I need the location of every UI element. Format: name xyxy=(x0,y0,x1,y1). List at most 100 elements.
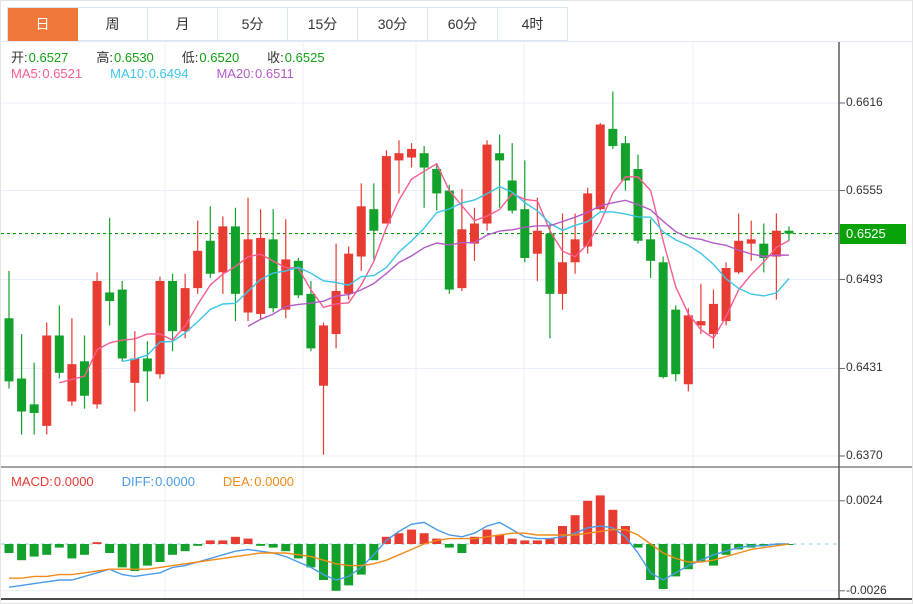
candle xyxy=(583,193,593,247)
candle xyxy=(608,128,618,147)
candle xyxy=(369,209,379,231)
candlestick-series[interactable] xyxy=(4,91,794,455)
legend-item: 收:0.6525 xyxy=(267,50,325,65)
tab-周[interactable]: 周 xyxy=(78,8,148,41)
macd-bar xyxy=(155,544,165,562)
ma20-line xyxy=(247,199,790,328)
candle xyxy=(595,124,605,210)
legend-item: MA5:0.6521 xyxy=(11,66,83,81)
legend-item: MA10:0.6494 xyxy=(110,66,189,81)
candle xyxy=(4,318,14,382)
macd-bar xyxy=(42,544,52,555)
tab-60分[interactable]: 60分 xyxy=(428,8,498,41)
macd-bar xyxy=(696,544,706,562)
macd-legend: MACD:0.0000 DIFF:0.0000 DEA:0.0000 xyxy=(11,474,322,489)
candle xyxy=(444,190,454,290)
current-price-badge: 0.6525 xyxy=(840,223,906,244)
macd-bar xyxy=(230,536,240,544)
macd-bar xyxy=(369,544,379,561)
macd-bar xyxy=(268,544,278,548)
legend-item: 低:0.6520 xyxy=(181,50,240,65)
tab-5分[interactable]: 5分 xyxy=(218,8,288,41)
tab-30分[interactable]: 30分 xyxy=(358,8,428,41)
candle xyxy=(708,303,718,335)
price-axis-label: 0.6370 xyxy=(846,448,883,462)
legend-item: 高:0.6530 xyxy=(96,50,154,65)
candle xyxy=(230,226,240,294)
macd-bar xyxy=(608,509,618,544)
candle xyxy=(67,364,77,402)
candle xyxy=(520,209,530,258)
macd-axis-label: 0.0024 xyxy=(846,492,883,507)
ma-legend: MA5:0.6521 MA10:0.6494 MA20:0.6511 xyxy=(11,66,322,81)
candle xyxy=(495,153,505,161)
candle xyxy=(319,325,328,386)
macd-bar xyxy=(658,544,668,589)
macd-bar xyxy=(759,544,769,546)
candle xyxy=(469,223,479,244)
tab-月[interactable]: 月 xyxy=(148,8,218,41)
macd-bar xyxy=(243,538,253,544)
candle xyxy=(746,239,756,244)
diff-line xyxy=(8,521,789,588)
current-price-value: 0.6525 xyxy=(846,225,886,241)
candle xyxy=(17,378,27,412)
tab-4时[interactable]: 4时 xyxy=(498,8,568,41)
candle xyxy=(54,335,64,373)
dea-line xyxy=(9,528,790,579)
macd-bar xyxy=(646,544,656,580)
candle xyxy=(381,156,391,224)
candle xyxy=(771,230,781,257)
macd-bar xyxy=(457,544,467,553)
candle xyxy=(79,361,89,396)
ohlc-legend: 开:0.6527 高:0.6530 低:0.6520 收:0.6525 xyxy=(11,47,353,66)
candle xyxy=(155,280,165,375)
candle xyxy=(407,148,417,158)
macd-bar xyxy=(671,544,681,577)
macd-bar xyxy=(734,544,744,550)
macd-bar xyxy=(218,540,228,544)
macd-bar xyxy=(117,544,127,568)
macd-bar xyxy=(79,544,89,555)
candle xyxy=(734,240,744,273)
candle xyxy=(432,169,442,194)
macd-bar xyxy=(583,500,593,544)
candle xyxy=(293,260,303,296)
candle xyxy=(784,230,794,234)
candle xyxy=(558,262,568,294)
macd-bar xyxy=(130,544,140,571)
candle xyxy=(306,293,316,349)
macd-bar xyxy=(532,540,542,544)
tab-日[interactable]: 日 xyxy=(8,8,78,41)
legend-item: MACD:0.0000 xyxy=(11,474,94,489)
macd-histogram[interactable] xyxy=(4,495,794,591)
macd-bar xyxy=(444,544,454,548)
price-axis-label: 0.6493 xyxy=(846,271,883,286)
macd-bar xyxy=(205,540,215,544)
candle xyxy=(344,253,354,294)
price-axis-label: 0.6616 xyxy=(846,95,883,109)
legend-item: 开:0.6527 xyxy=(11,50,69,65)
candle xyxy=(721,268,731,322)
macd-bar xyxy=(193,544,203,546)
tab-15分[interactable]: 15分 xyxy=(288,8,358,41)
candle xyxy=(683,315,693,385)
macd-bar xyxy=(344,544,354,586)
macd-bar xyxy=(407,529,417,544)
macd-bar xyxy=(620,526,630,544)
macd-bar xyxy=(595,495,605,544)
candle xyxy=(205,240,215,274)
candle xyxy=(696,321,706,326)
candle xyxy=(29,404,39,413)
ma5-line xyxy=(59,162,790,384)
candle xyxy=(180,288,190,332)
macd-axis-label: -0.0026 xyxy=(846,582,887,597)
macd-bar xyxy=(570,515,580,544)
macd-bar xyxy=(545,538,555,544)
candle xyxy=(356,206,366,257)
tabbar-divider xyxy=(1,41,912,42)
ma10-line xyxy=(122,185,790,363)
period-tabbar: 日周月 5分 15分 30分 60分 4时 xyxy=(7,7,568,41)
